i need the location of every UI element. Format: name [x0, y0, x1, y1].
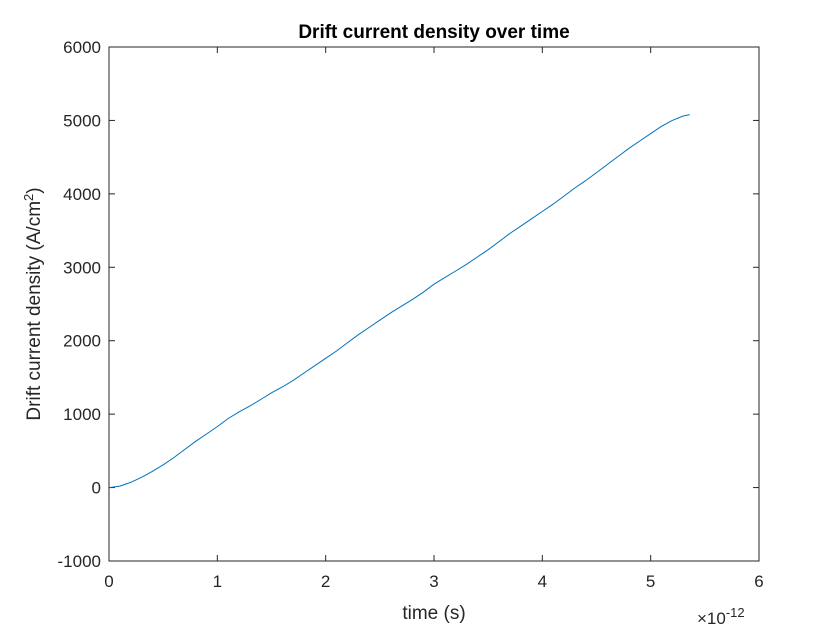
- chart-title: Drift current density over time: [298, 22, 569, 43]
- plot-area-frame: [108, 46, 760, 562]
- series-group: [108, 114, 690, 489]
- y-axis-label: Drift current density (A/cm2): [21, 187, 46, 420]
- x-axis-label: time (s): [402, 603, 465, 624]
- x-axis-exponent-power: -12: [726, 605, 745, 620]
- x-tick-label: 4: [538, 572, 547, 591]
- x-axis-exponent-base: ×10: [697, 609, 726, 628]
- x-tick-label: 2: [321, 572, 330, 591]
- x-tick-label: 6: [754, 572, 763, 591]
- y-tick-label: 3000: [63, 258, 101, 277]
- series-line: [108, 114, 690, 489]
- y-tick-label: 6000: [63, 38, 101, 57]
- x-tick-label: 1: [213, 572, 222, 591]
- y-axis-label-main: Drift current density (A/cm: [24, 201, 45, 421]
- x-tick-label: 3: [429, 572, 438, 591]
- y-tick-label: 2000: [63, 332, 101, 351]
- y-tick-label: 4000: [63, 185, 101, 204]
- y-tick-label: 0: [92, 479, 101, 498]
- y-axis-label-close: ): [24, 187, 45, 193]
- x-tick-label: 0: [104, 572, 113, 591]
- y-tick-label: 1000: [63, 405, 101, 424]
- y-axis-label-superscript: 2: [21, 194, 36, 201]
- y-tick-label: -1000: [58, 552, 101, 571]
- x-axis-ticks: 0 1 2 3 4 5 6: [104, 47, 764, 591]
- x-axis-exponent: ×10-12: [697, 605, 745, 629]
- x-tick-label: 5: [646, 572, 655, 591]
- y-tick-label: 5000: [63, 111, 101, 130]
- y-axis-ticks: -1000 0 1000 2000 3000 4000 5000 6000: [58, 38, 759, 571]
